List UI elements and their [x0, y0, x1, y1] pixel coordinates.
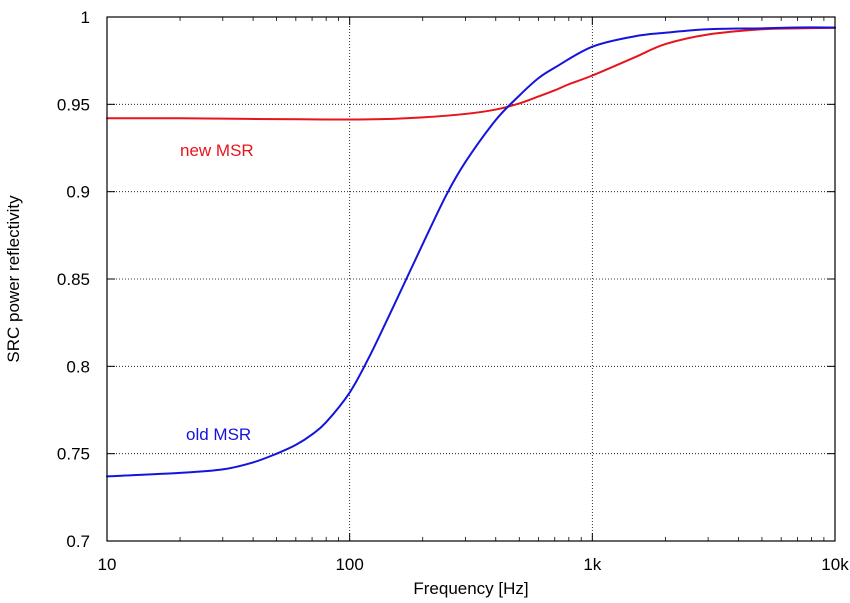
series-line-old-msr [106, 26, 836, 478]
y-tick-label: 1 [81, 8, 90, 27]
y-tick-label: 0.85 [57, 270, 90, 289]
series-label-new-msr: new MSR [180, 141, 254, 160]
x-axis-label: Frequency [Hz] [413, 579, 528, 598]
x-tick-label: 10 [98, 555, 117, 574]
y-tick-label: 0.75 [57, 445, 90, 464]
y-tick-label: 0.95 [57, 95, 90, 114]
x-tick-label: 10k [821, 555, 849, 574]
series-layer [106, 26, 836, 478]
y-tick-label: 0.7 [66, 532, 90, 551]
x-tick-label: 1k [583, 555, 601, 574]
ticks: 10 100 1k 10k 0.7 0.75 0.8 0.85 0.9 0.95 1 [57, 8, 849, 574]
y-tick-label: 0.8 [66, 357, 90, 376]
y-axis-label: SRC power reflectivity [4, 195, 23, 363]
x-tick-label: 100 [335, 555, 363, 574]
grid [107, 17, 835, 541]
series-label-old-msr: old MSR [186, 425, 251, 444]
series-line-new-msr [106, 26, 836, 121]
y-tick-label: 0.9 [66, 183, 90, 202]
